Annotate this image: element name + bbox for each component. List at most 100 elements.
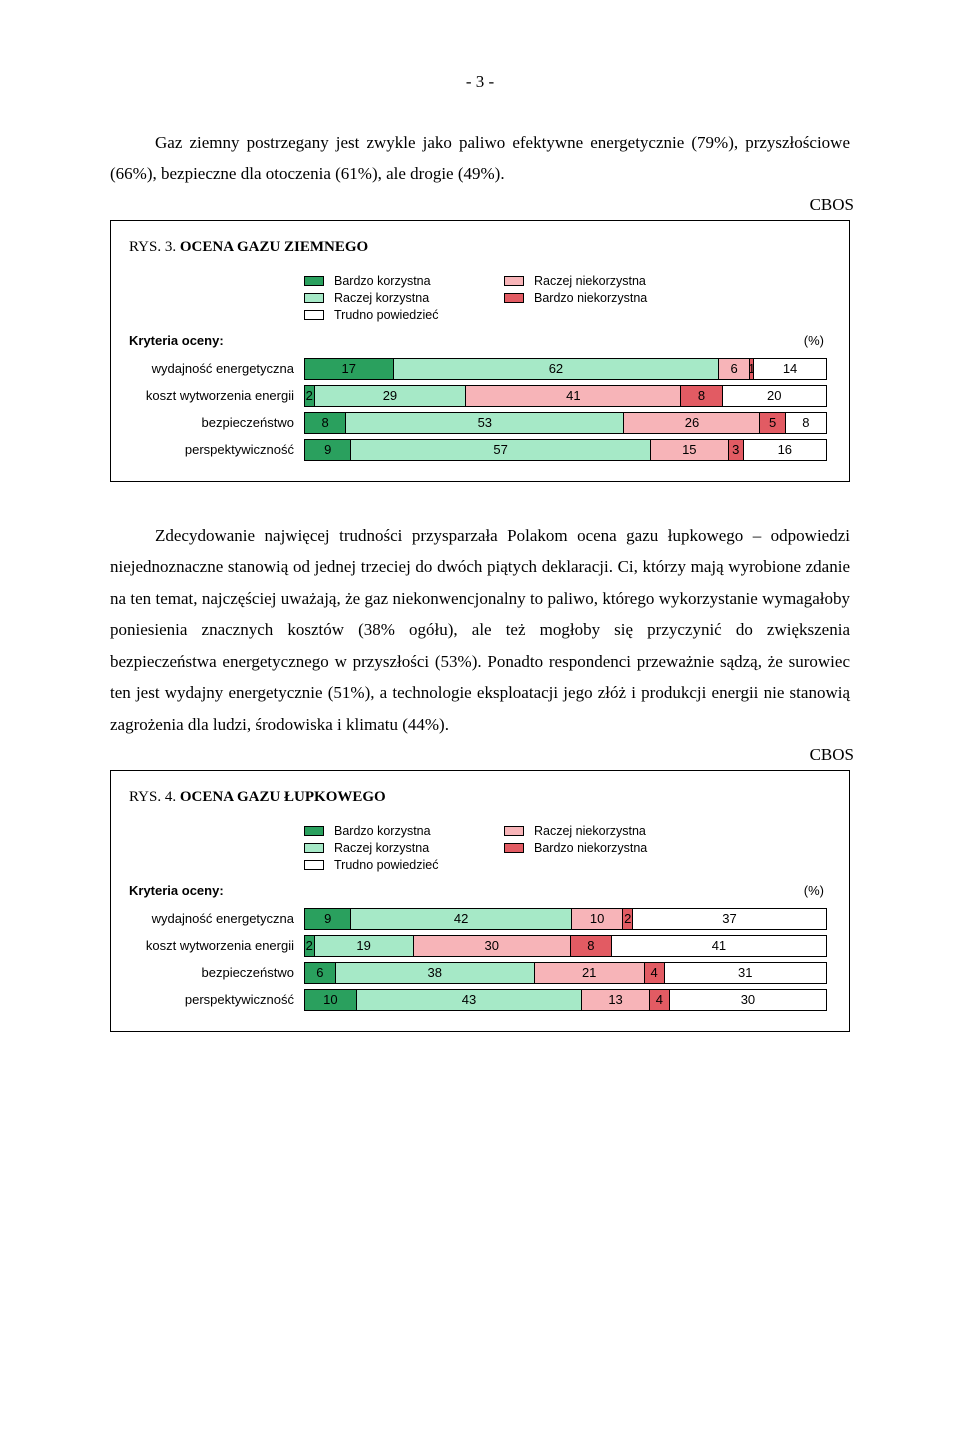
bar-track: 94210237 [304,908,831,930]
chart-3-title-bold: OCENA GAZU ZIEMNEGO [180,239,368,255]
bar-segment: 16 [743,439,827,461]
bar-segment: 30 [669,989,827,1011]
bar-segment: 41 [465,385,681,407]
bar-segment: 8 [570,935,612,957]
bar-row: wydajność energetyczna17626114 [129,358,831,380]
bar-segment: 37 [632,908,827,930]
bar-segment: 8 [304,412,346,434]
swatch-bardzo-niekorzystna [504,843,524,853]
bar-row: wydajność energetyczna94210237 [129,908,831,930]
pct-label: (%) [304,883,831,898]
bar-segment: 3 [728,439,744,461]
chart-4-bars: wydajność energetyczna94210237koszt wytw… [129,908,831,1011]
swatch-raczej-korzystna [304,843,324,853]
bar-label: bezpieczeństwo [129,415,304,430]
swatch-raczej-korzystna [304,293,324,303]
bar-segment: 8 [680,385,722,407]
chart-3-title: RYS. 3. OCENA GAZU ZIEMNEGO [129,239,831,256]
page-number: - 3 - [110,72,850,92]
bar-segment: 4 [649,989,670,1011]
chart-4-legend: Bardzo korzystna Raczej korzystna Trudno… [129,824,831,875]
paragraph-2: Zdecydowanie najwięcej trudności przyspa… [110,520,850,740]
bar-label: koszt wytworzenia energii [129,388,304,403]
bar-track: 21930841 [304,935,831,957]
chart-ocena-gazu-ziemnego: CBOS RYS. 3. OCENA GAZU ZIEMNEGO Bardzo … [110,220,850,482]
legend-label: Bardzo korzystna [334,274,431,288]
bar-track: 63821431 [304,962,831,984]
bar-segment: 19 [314,935,414,957]
cbos-label: CBOS [810,195,854,215]
bar-label: wydajność energetyczna [129,361,304,376]
bar-row: perspektywiczność104313430 [129,989,831,1011]
bar-row: bezpieczeństwo8532658 [129,412,831,434]
bar-segment: 6 [304,962,336,984]
bar-segment: 10 [571,908,624,930]
bar-segment: 43 [356,989,583,1011]
bar-segment: 30 [413,935,571,957]
legend-label: Bardzo niekorzystna [534,841,647,855]
bar-label: wydajność energetyczna [129,911,304,926]
swatch-raczej-niekorzystna [504,276,524,286]
cbos-label: CBOS [810,745,854,765]
bar-row: koszt wytworzenia energii22941820 [129,385,831,407]
legend-label: Raczej korzystna [334,841,429,855]
bar-segment: 57 [350,439,650,461]
swatch-bardzo-korzystna [304,826,324,836]
bar-segment: 14 [753,358,827,380]
bar-segment: 29 [314,385,467,407]
bar-segment: 20 [722,385,827,407]
bar-segment: 62 [393,358,720,380]
bar-track: 95715316 [304,439,831,461]
bar-segment: 6 [718,358,750,380]
chart-3-legend: Bardzo korzystna Raczej korzystna Trudno… [129,274,831,325]
bar-track: 17626114 [304,358,831,380]
bar-row: koszt wytworzenia energii21930841 [129,935,831,957]
bar-segment: 5 [759,412,785,434]
chart-4-title-bold: OCENA GAZU ŁUPKOWEGO [180,789,386,805]
swatch-bardzo-korzystna [304,276,324,286]
bar-segment: 4 [644,962,665,984]
paragraph-1: Gaz ziemny postrzegany jest zwykle jako … [110,127,850,190]
bar-segment: 8 [785,412,827,434]
bar-label: perspektywiczność [129,992,304,1007]
chart-3-bars: wydajność energetyczna17626114koszt wytw… [129,358,831,461]
bar-segment: 21 [534,962,645,984]
chart-3-title-prefix: RYS. 3. [129,239,180,255]
bar-segment: 17 [304,358,394,380]
bar-segment: 53 [345,412,624,434]
bar-track: 104313430 [304,989,831,1011]
legend-label: Bardzo korzystna [334,824,431,838]
chart-ocena-gazu-lupkowego: CBOS RYS. 4. OCENA GAZU ŁUPKOWEGO Bardzo… [110,770,850,1032]
bar-segment: 41 [611,935,827,957]
swatch-raczej-niekorzystna [504,826,524,836]
bar-track: 22941820 [304,385,831,407]
bar-segment: 26 [623,412,760,434]
bar-segment: 13 [581,989,650,1011]
bar-segment: 9 [304,439,351,461]
legend-label: Bardzo niekorzystna [534,291,647,305]
chart-4-title-prefix: RYS. 4. [129,789,180,805]
pct-label: (%) [304,333,831,348]
bar-segment: 10 [304,989,357,1011]
bar-segment: 38 [335,962,535,984]
legend-label: Trudno powiedzieć [334,308,438,322]
criteria-header: Kryteria oceny: [129,333,304,350]
criteria-header: Kryteria oceny: [129,883,304,900]
bar-label: perspektywiczność [129,442,304,457]
bar-segment: 15 [650,439,729,461]
bar-track: 8532658 [304,412,831,434]
legend-label: Raczej niekorzystna [534,824,646,838]
chart-4-title: RYS. 4. OCENA GAZU ŁUPKOWEGO [129,789,831,806]
bar-row: perspektywiczność95715316 [129,439,831,461]
swatch-trudno-powiedziec [304,310,324,320]
swatch-bardzo-niekorzystna [504,293,524,303]
legend-label: Trudno powiedzieć [334,858,438,872]
bar-row: bezpieczeństwo63821431 [129,962,831,984]
bar-segment: 42 [350,908,571,930]
legend-label: Raczej niekorzystna [534,274,646,288]
bar-segment: 31 [664,962,827,984]
bar-label: koszt wytworzenia energii [129,938,304,953]
bar-label: bezpieczeństwo [129,965,304,980]
bar-segment: 9 [304,908,351,930]
legend-label: Raczej korzystna [334,291,429,305]
